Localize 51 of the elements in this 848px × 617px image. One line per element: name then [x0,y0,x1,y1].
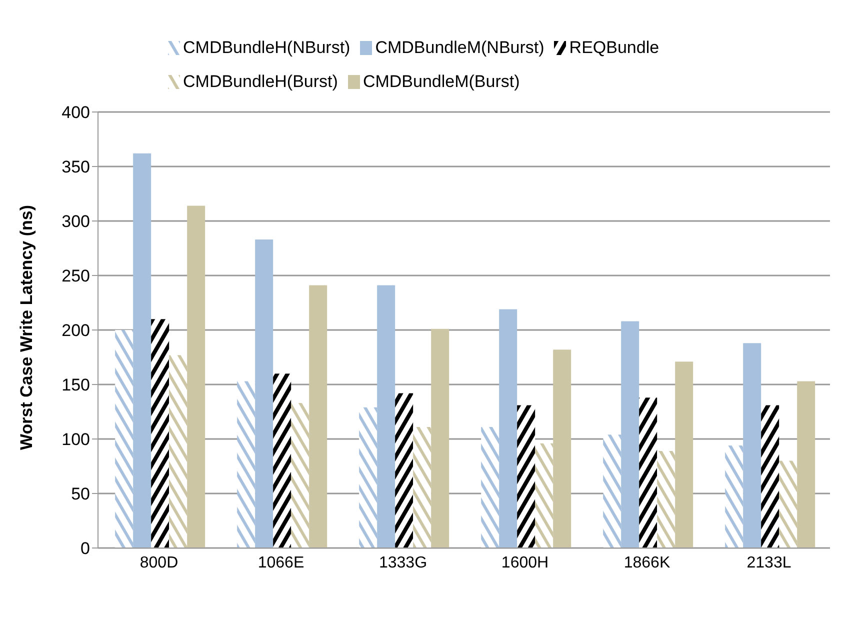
bar [517,405,536,548]
bar [133,153,152,548]
bar [743,343,762,548]
bar [309,285,328,548]
legend-label: CMDBundleH(Burst) [183,72,338,92]
bar [255,240,274,548]
x-tick-label: 1866K [624,554,670,572]
bar [291,403,310,548]
bar [675,362,694,548]
bar [797,381,816,548]
bar [761,405,780,548]
y-tick-label: 250 [62,266,90,286]
bar [169,355,188,548]
bar [151,319,170,548]
x-tick-label: 1333G [378,554,428,572]
y-tick-label: 300 [62,212,90,232]
y-tick-label: 350 [62,158,90,177]
bar [779,460,798,548]
bar [237,381,256,548]
bar [187,206,206,548]
x-tick-label: 800D [140,554,178,572]
x-tick-label: 2133L [746,554,792,572]
y-tick-label: 200 [62,321,90,340]
bar [621,321,640,548]
bar [499,309,518,548]
bar [377,285,396,548]
legend-label: CMDBundleH(NBurst) [183,38,350,58]
bar [413,427,432,548]
bar [657,450,676,548]
legend-label: CMDBundleM(NBurst) [375,38,544,58]
bar [395,393,414,548]
y-tick-label: 400 [62,103,90,122]
bar [603,434,622,548]
bar [359,407,378,548]
bar [553,350,572,548]
y-tick-label: 50 [71,484,90,504]
y-tick-label: 100 [62,430,90,450]
y-tick-label: 0 [80,539,90,558]
legend-label: CMDBundleM(Burst) [362,72,520,92]
bar [725,446,744,548]
bar [115,330,134,548]
y-tick-label: 150 [62,376,90,395]
y-axis-title: Worst Case Write Latency (ns) [17,205,36,450]
bar [431,328,450,548]
bar [481,427,500,548]
legend-label: REQBundle [569,38,660,58]
bar [535,443,554,548]
bar [639,398,658,548]
x-tick-label: 1600H [501,554,549,572]
x-tick-label: 1066E [258,554,304,572]
bar [273,374,292,548]
